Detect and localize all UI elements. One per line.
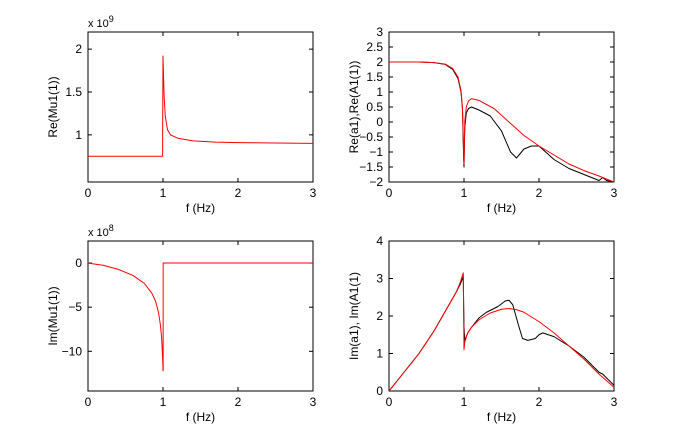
y-tick-label: 1.5 <box>65 85 82 99</box>
y-tick-label: 2 <box>376 309 383 323</box>
y-tick-label: −1 <box>369 145 383 159</box>
series-line-re-mu1-1 <box>88 55 313 157</box>
y-tick-label: 0 <box>75 256 82 270</box>
x-tick-label: 0 <box>85 395 92 409</box>
y-tick-label: 0 <box>376 384 383 398</box>
series-line-im-a1-1 <box>389 272 614 391</box>
y-tick-label: 0 <box>376 115 383 129</box>
y-tick-label: 2 <box>75 42 82 56</box>
axes-frame <box>87 31 314 183</box>
y-tick-label: −10 <box>62 344 83 358</box>
x-tick-label: 0 <box>386 186 393 200</box>
y-tick-label: 2.5 <box>366 40 383 54</box>
chart-panel-4: 0 1 2 3 0 1 2 3 4 f (Hz) Im(a1), Im(A1(1) <box>347 234 618 424</box>
exponent-power: 8 <box>109 223 114 233</box>
x-tick-label: 0 <box>85 186 92 200</box>
series-line-im-mu1-1 <box>88 262 313 372</box>
exponent-base: x 10 <box>88 18 109 30</box>
x-axis-label: f (Hz) <box>186 410 215 424</box>
y-tick-label: 1 <box>376 347 383 361</box>
x-tick-label: 2 <box>235 395 242 409</box>
exponent-base: x 10 <box>88 227 109 239</box>
y-tick-label: 3 <box>376 272 383 286</box>
x-tick-label: 2 <box>536 186 543 200</box>
exponent-power: 9 <box>109 14 114 24</box>
series-line-re-a1 <box>389 61 614 182</box>
x-tick-label: 2 <box>536 395 543 409</box>
y-tick-label: 4 <box>376 234 383 248</box>
y-tick-label: 2 <box>376 55 383 69</box>
axis-exponent-label: x 108 <box>88 223 114 239</box>
y-axis-label: Im(Mu1(1)) <box>46 286 60 345</box>
y-tick-label: 3 <box>376 25 383 39</box>
y-axis-label: Im(a1), Im(A1(1) <box>347 272 361 360</box>
y-tick-label: 1 <box>376 85 383 99</box>
y-tick-label: −0.5 <box>359 130 383 144</box>
x-axis-label: f (Hz) <box>487 201 516 215</box>
y-tick-label: −5 <box>68 300 82 314</box>
x-axis-label: f (Hz) <box>186 201 215 215</box>
axes-frame <box>388 31 615 183</box>
x-tick-label: 3 <box>310 395 317 409</box>
y-tick-label: 1.5 <box>366 70 383 84</box>
x-tick-label: 3 <box>611 395 618 409</box>
x-tick-label: 0 <box>386 395 393 409</box>
axes-frame <box>87 240 314 392</box>
chart-panel-2: 0 1 2 3−2−1.5−1−0.500.511.522.53f (Hz)Re(a1… <box>347 25 618 215</box>
y-tick-label: 0.5 <box>366 100 383 114</box>
series-line-re-a1-1 <box>389 61 614 182</box>
chart-panel-1: 0 1 2 3 1 1.5 2 f (Hz) Re(Mu1(1)) x 109 <box>46 14 317 215</box>
chart-panel-3: 0 1 2 3 −10 −5 0 f (Hz) Im(Mu1(1)) x 108 <box>46 223 317 424</box>
x-tick-label: 3 <box>611 186 618 200</box>
axes-frame <box>388 240 615 392</box>
x-axis-label: f (Hz) <box>487 410 516 424</box>
y-tick-label: 1 <box>75 128 82 142</box>
x-tick-label: 1 <box>160 395 167 409</box>
y-tick-label: −1.5 <box>359 160 383 174</box>
x-tick-label: 1 <box>461 186 468 200</box>
x-tick-label: 2 <box>235 186 242 200</box>
x-tick-label: 3 <box>310 186 317 200</box>
y-axis-label: Re(a1),Re(A1(1)) <box>347 61 361 154</box>
x-tick-label: 1 <box>461 395 468 409</box>
axis-exponent-label: x 109 <box>88 14 114 30</box>
y-tick-label: −2 <box>369 175 383 189</box>
y-axis-label: Re(Mu1(1)) <box>46 76 60 137</box>
x-tick-label: 1 <box>160 186 167 200</box>
